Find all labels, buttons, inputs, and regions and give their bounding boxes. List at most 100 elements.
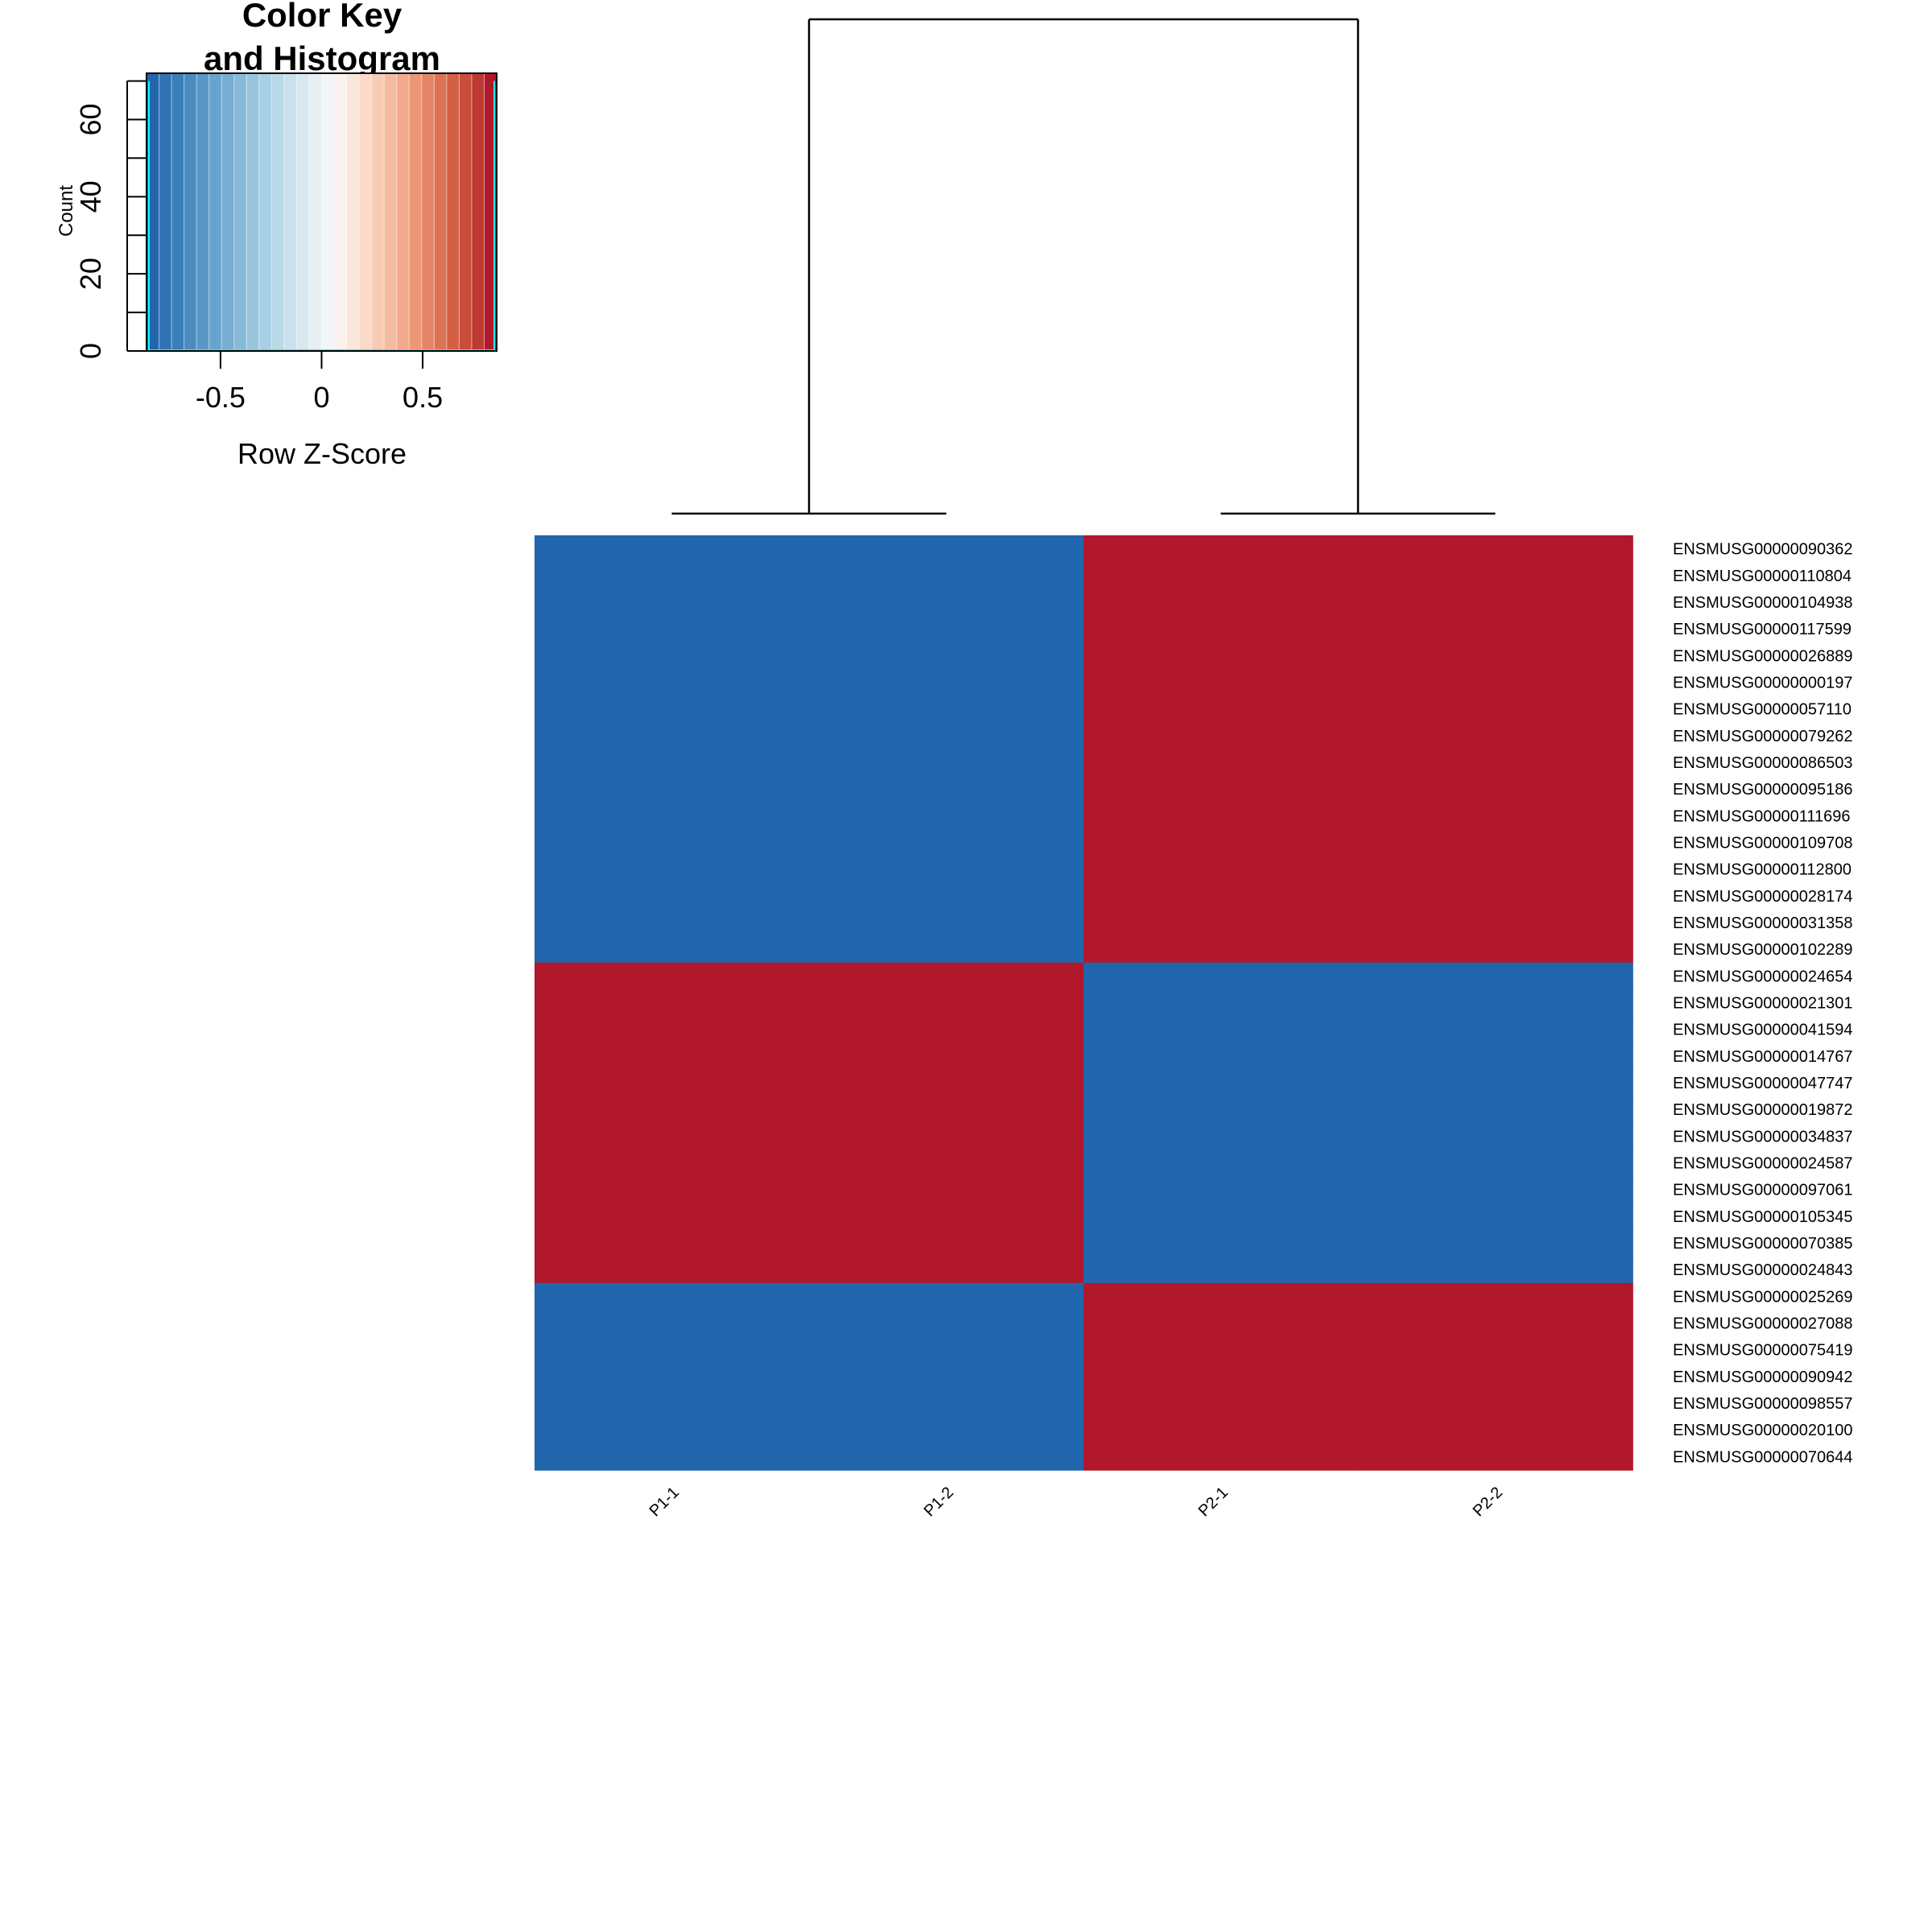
y-tick-label: 40 (74, 180, 107, 213)
heatmap-cell (809, 882, 1084, 910)
color-key-x-label: Row Z-Score (237, 437, 407, 470)
heatmap-cell (1358, 802, 1633, 830)
heatmap-cell (1084, 882, 1359, 910)
color-key-swatch (384, 73, 398, 351)
heatmap-cell (1358, 1416, 1633, 1444)
color-key-swatch (421, 73, 435, 351)
heatmap-cell (1084, 828, 1359, 857)
heatmap-cell (1358, 1256, 1633, 1284)
heatmap-cell (535, 696, 810, 723)
color-key-y-axis: 0 20 40 60 (74, 80, 147, 359)
row-label: ENSMUSG00000019872 (1673, 1101, 1852, 1119)
heatmap-cell (1084, 1203, 1359, 1231)
x-tick-label: 0.5 (402, 381, 443, 414)
row-label: ENSMUSG00000110804 (1673, 568, 1852, 585)
row-label: ENSMUSG00000025269 (1673, 1288, 1852, 1306)
heatmap-cell (1084, 1096, 1359, 1124)
heatmap-cell (1358, 1016, 1633, 1044)
color-key-swatch (147, 73, 160, 351)
heatmap-cell (535, 1256, 810, 1284)
heatmap-cell (1358, 1149, 1633, 1177)
column-label: P2-2 (1470, 1484, 1506, 1520)
heatmap-cell (535, 722, 810, 750)
row-label: ENSMUSG00000027088 (1673, 1315, 1852, 1333)
heatmap-cell (809, 588, 1084, 617)
color-key-swatch (409, 73, 423, 351)
heatmap-cell (535, 1203, 810, 1231)
heatmap-cell (809, 1416, 1084, 1444)
row-labels: ENSMUSG00000090362 ENSMUSG00000110804 ENSM… (1673, 541, 1852, 1467)
heatmap-cell (1358, 1042, 1633, 1071)
row-label: ENSMUSG00000000197 (1673, 674, 1852, 691)
heatmap-cell (1084, 935, 1359, 964)
heatmap-cell (809, 1229, 1084, 1257)
heatmap-cell (535, 562, 810, 590)
row-label: ENSMUSG00000097061 (1673, 1182, 1852, 1199)
color-key-swatch (184, 73, 197, 351)
heatmap-cell (809, 1016, 1084, 1044)
heatmap-cell (1358, 856, 1633, 884)
row-label: ENSMUSG00000090362 (1673, 541, 1852, 559)
row-label: ENSMUSG00000031358 (1673, 914, 1852, 932)
heatmap-cell (1358, 909, 1633, 937)
heatmap-cell (809, 1149, 1084, 1177)
heatmap-cell (535, 962, 810, 990)
heatmap-cell (809, 828, 1084, 857)
row-label: ENSMUSG00000024843 (1673, 1261, 1852, 1279)
heatmap-cell (1358, 1229, 1633, 1257)
heatmap-cell (1358, 828, 1633, 857)
y-tick-label: 0 (74, 343, 107, 359)
heatmap-cell (1084, 909, 1359, 937)
heatmap-cell (1358, 935, 1633, 964)
heatmap-cells (535, 535, 1633, 1471)
heatmap-cell (535, 668, 810, 696)
color-key-swatch (459, 73, 473, 351)
heatmap-cell (1084, 1389, 1359, 1418)
color-key-swatch (196, 73, 210, 351)
heatmap-cell (1358, 668, 1633, 696)
heatmap-cell (1084, 615, 1359, 643)
heatmap-cell (809, 668, 1084, 696)
heatmap-cell (809, 749, 1084, 777)
column-labels: P1-1 P1-2 P2-1 P2-2 (646, 1484, 1506, 1520)
heatmap-cell (1084, 1309, 1359, 1337)
heatmap-cell (1358, 1176, 1633, 1204)
x-tick-label: -0.5 (196, 381, 246, 414)
color-key-swatch (283, 73, 298, 351)
heatmap-cell (809, 1282, 1084, 1311)
heatmap-cell (809, 1389, 1084, 1418)
heatmap-cell (1358, 642, 1633, 670)
heatmap-cell (1084, 962, 1359, 990)
heatmap-cell (535, 935, 810, 964)
heatmap-cell (1084, 1416, 1359, 1444)
heatmap-cell (1358, 722, 1633, 750)
heatmap-cell (1084, 1229, 1359, 1257)
heatmap-cell (1358, 989, 1633, 1017)
heatmap-cell (809, 962, 1084, 990)
column-dendrogram (671, 18, 1496, 515)
heatmap-cell (1358, 749, 1633, 777)
heatmap-cell (1084, 642, 1359, 670)
color-key-swatch (246, 73, 260, 351)
heatmap-cell (535, 1336, 810, 1364)
heatmap-cell (1084, 562, 1359, 590)
row-label: ENSMUSG00000057110 (1673, 701, 1852, 719)
heatmap-cell (535, 775, 810, 803)
heatmap-cell (1084, 1336, 1359, 1364)
color-key-swatch (359, 73, 373, 351)
row-label: ENSMUSG00000014767 (1673, 1048, 1852, 1066)
heatmap-cell (1358, 1096, 1633, 1124)
heatmap-cell (535, 1016, 810, 1044)
heatmap-cell (809, 856, 1084, 884)
heatmap-cell (1084, 588, 1359, 617)
color-key-swatch (346, 73, 360, 351)
heatmap-cell (535, 856, 810, 884)
heatmap-cell (1084, 696, 1359, 723)
heatmap-cell (1084, 1122, 1359, 1150)
heatmap-cell (1358, 882, 1633, 910)
heatmap-cell (535, 989, 810, 1017)
heatmap-cell (809, 1309, 1084, 1337)
heatmap-cell (1358, 1389, 1633, 1418)
heatmap-cell (1084, 989, 1359, 1017)
heatmap-cell (535, 882, 810, 910)
